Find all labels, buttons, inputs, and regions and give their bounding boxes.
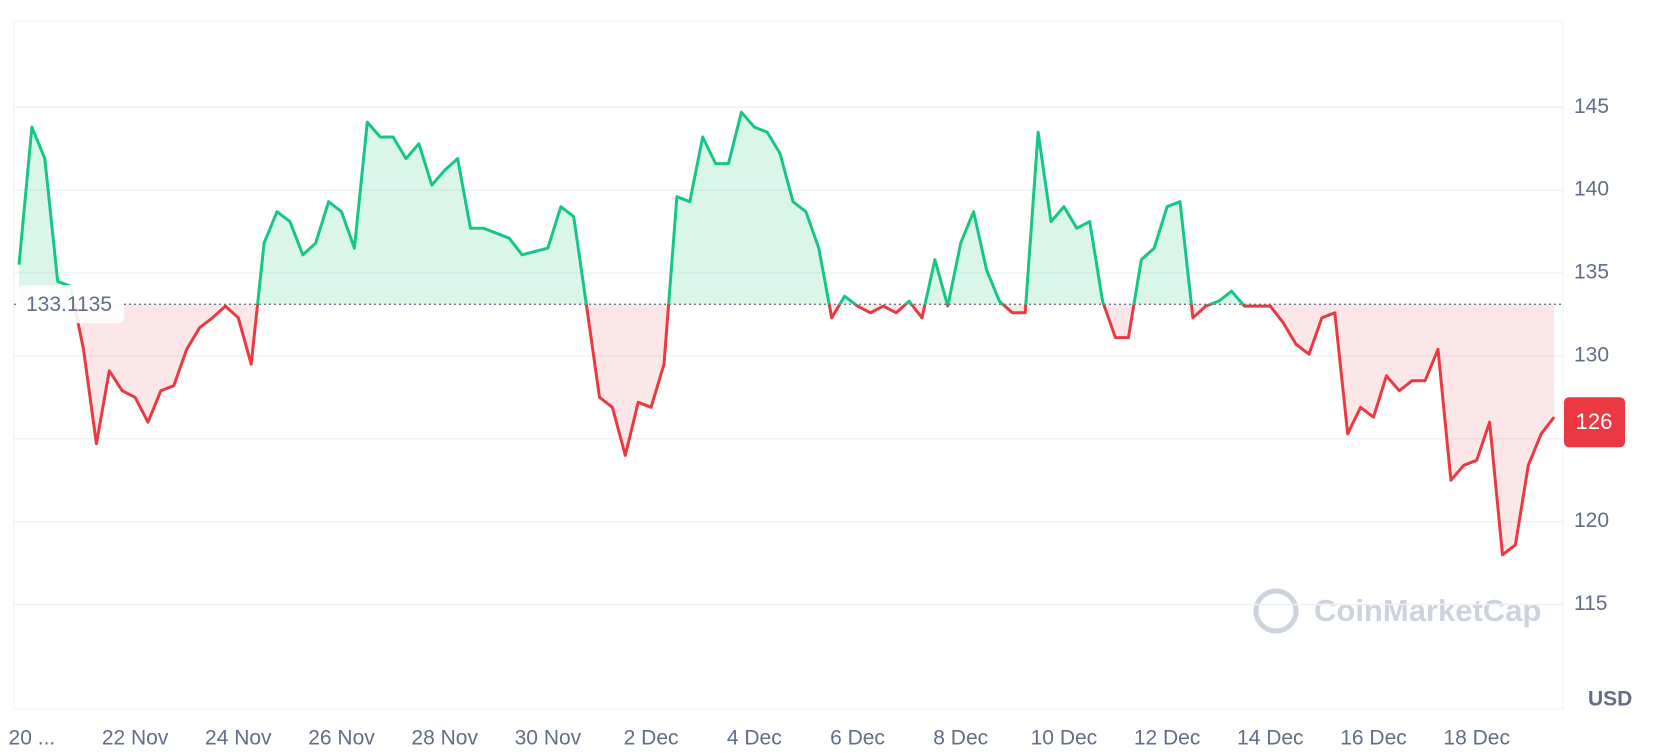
baseline-label-box bbox=[18, 285, 124, 324]
watermark: CoinMarketCap bbox=[1253, 588, 1541, 634]
x-tick-label: 30 Nov bbox=[515, 727, 582, 750]
y-tick-label: 140 bbox=[1574, 178, 1609, 201]
baseline-label: 133.1135 bbox=[26, 293, 112, 316]
x-tick-label: 8 Dec bbox=[933, 727, 988, 750]
x-tick-label: 18 Dec bbox=[1443, 727, 1510, 750]
price-tag-label: 126 bbox=[1576, 409, 1613, 434]
price-line bbox=[17, 110, 1556, 557]
x-tick-label: 28 Nov bbox=[411, 727, 478, 750]
x-tick-label: 24 Nov bbox=[205, 727, 272, 750]
area-up bbox=[19, 112, 1555, 305]
y-tick-label: 135 bbox=[1574, 261, 1609, 284]
x-tick-label: 2 Dec bbox=[624, 727, 679, 750]
plot-layer bbox=[14, 110, 1563, 557]
x-tick-label: 12 Dec bbox=[1134, 727, 1201, 750]
x-tick-label: 20 ... bbox=[9, 727, 56, 750]
y-unit: USD bbox=[1588, 688, 1632, 711]
x-tick-label: 26 Nov bbox=[308, 727, 375, 750]
y-tick-label: 145 bbox=[1574, 95, 1609, 118]
plot-frame bbox=[13, 20, 1564, 710]
y-tick-label: 120 bbox=[1574, 509, 1609, 532]
x-tick-label: 4 Dec bbox=[727, 727, 782, 750]
x-tick-label: 14 Dec bbox=[1237, 727, 1304, 750]
x-tick-label: 6 Dec bbox=[830, 727, 885, 750]
x-tick-label: 16 Dec bbox=[1340, 727, 1407, 750]
x-tick-label: 22 Nov bbox=[102, 727, 169, 750]
x-tick-label: 10 Dec bbox=[1031, 727, 1098, 750]
y-tick-label: 130 bbox=[1574, 343, 1609, 366]
price-tag-box bbox=[1564, 397, 1625, 448]
watermark-logo bbox=[1253, 588, 1299, 634]
y-tick-label: 115 bbox=[1574, 592, 1607, 615]
watermark-text: CoinMarketCap bbox=[1314, 593, 1541, 628]
area-down bbox=[74, 304, 1555, 555]
